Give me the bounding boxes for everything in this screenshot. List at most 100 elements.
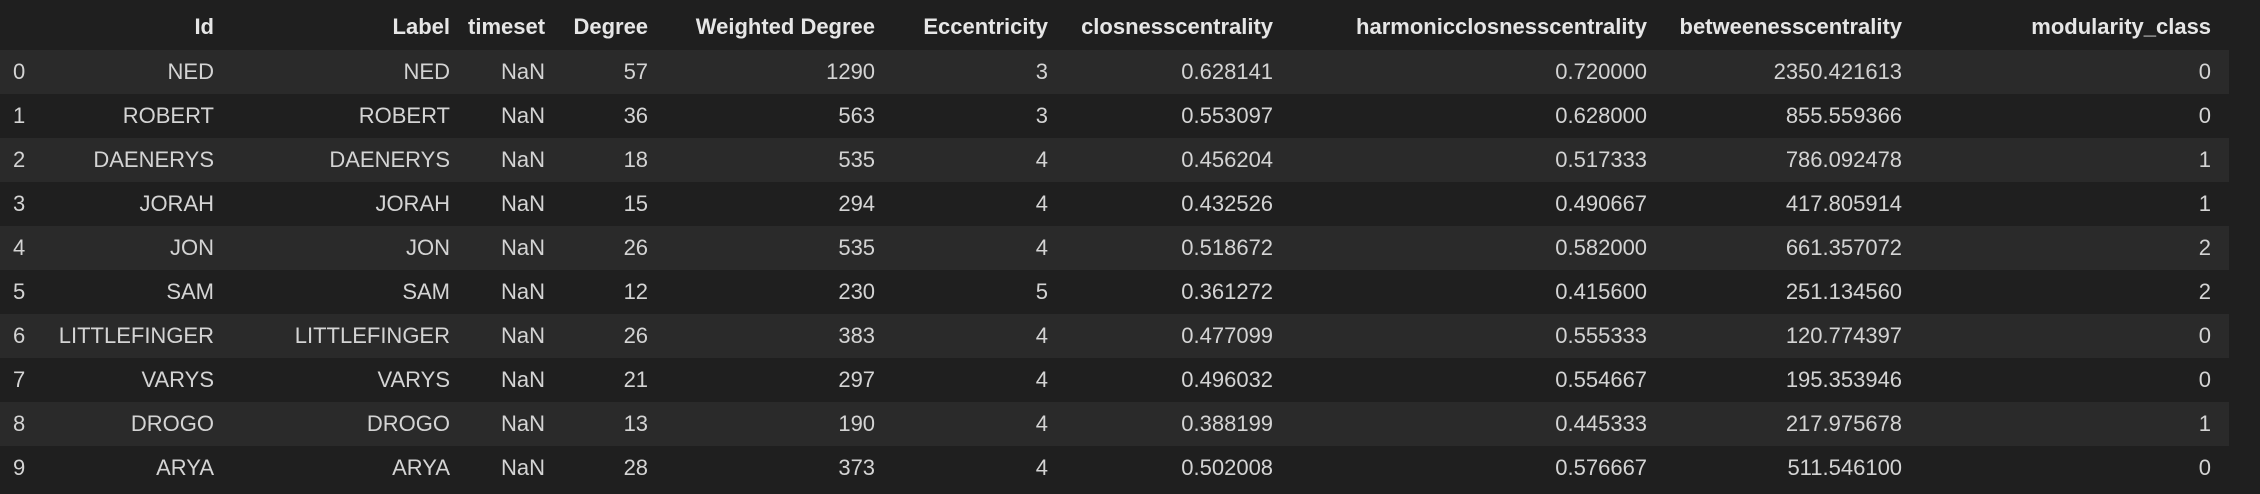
row-index: 4 bbox=[13, 235, 26, 260]
row-index: 7 bbox=[13, 367, 26, 392]
cell-betweenness: 855.559366 bbox=[1785, 103, 1903, 128]
dataframe-table: Id Label timeset Degree Weighted Degree … bbox=[0, 14, 2230, 490]
cell-eccentricity: 3 bbox=[1035, 103, 1049, 128]
table-row: 9 ARYA ARYA NaN 28 373 4 0.502008 0.576667 511.54… bbox=[0, 446, 2230, 490]
cell-id: DROGO bbox=[130, 411, 214, 436]
cell-eccentricity: 4 bbox=[1035, 455, 1049, 480]
cell-timeset: NaN bbox=[501, 367, 546, 392]
row-index: 9 bbox=[13, 455, 26, 480]
cell-modularity-class: 0 bbox=[2198, 323, 2212, 348]
table-row: 3 JORAH JORAH NaN 15 294 4 0.432526 0.490667 417.… bbox=[0, 182, 2230, 226]
cell-id: NED bbox=[167, 59, 214, 84]
column-header-modularity-class: modularity_class bbox=[2031, 14, 2212, 39]
cell-timeset: NaN bbox=[501, 455, 546, 480]
cell-betweenness: 661.357072 bbox=[1785, 235, 1903, 260]
column-header-closeness: closnesscentrality bbox=[1081, 14, 1274, 39]
cell-degree: 15 bbox=[623, 191, 649, 216]
cell-id: JORAH bbox=[139, 191, 214, 216]
row-index: 6 bbox=[13, 323, 26, 348]
cell-eccentricity: 4 bbox=[1035, 235, 1049, 260]
cell-degree: 21 bbox=[623, 367, 649, 392]
table-row: 6 LITTLEFINGER LITTLEFINGER NaN 26 383 4 0.4770… bbox=[0, 314, 2230, 358]
cell-harmonic-closeness: 0.720000 bbox=[1555, 59, 1648, 84]
column-header-degree: Degree bbox=[573, 14, 649, 39]
cell-degree: 36 bbox=[623, 103, 649, 128]
cell-modularity-class: 0 bbox=[2198, 103, 2212, 128]
row-index: 8 bbox=[13, 411, 26, 436]
cell-id: ROBERT bbox=[122, 103, 214, 128]
cell-timeset: NaN bbox=[501, 323, 546, 348]
cell-degree: 57 bbox=[623, 59, 649, 84]
cell-weighted-degree: 383 bbox=[838, 323, 876, 348]
cell-id: VARYS bbox=[141, 367, 214, 392]
cell-harmonic-closeness: 0.554667 bbox=[1555, 367, 1648, 392]
cell-label: DAENERYS bbox=[329, 147, 450, 172]
cell-betweenness: 195.353946 bbox=[1785, 367, 1903, 392]
cell-weighted-degree: 230 bbox=[838, 279, 876, 304]
cell-timeset: NaN bbox=[501, 103, 546, 128]
column-header-label: Label bbox=[392, 14, 450, 39]
column-header-harmonic-closeness: harmonicclosnesscentrality bbox=[1356, 14, 1648, 39]
cell-modularity-class: 1 bbox=[2198, 411, 2212, 436]
cell-closeness: 0.432526 bbox=[1181, 191, 1274, 216]
cell-modularity-class: 0 bbox=[2198, 59, 2212, 84]
row-index: 2 bbox=[13, 147, 26, 172]
cell-timeset: NaN bbox=[501, 59, 546, 84]
cell-eccentricity: 5 bbox=[1035, 279, 1049, 304]
cell-weighted-degree: 563 bbox=[838, 103, 876, 128]
cell-weighted-degree: 297 bbox=[838, 367, 876, 392]
cell-degree: 26 bbox=[623, 323, 649, 348]
row-index: 1 bbox=[13, 103, 26, 128]
cell-id: SAM bbox=[166, 279, 214, 304]
column-header-id: Id bbox=[194, 14, 214, 39]
table-body: 0 NED NED NaN 57 1290 3 0.628141 0.720000 2350.42… bbox=[0, 50, 2230, 490]
cell-harmonic-closeness: 0.555333 bbox=[1555, 323, 1648, 348]
cell-modularity-class: 1 bbox=[2198, 147, 2212, 172]
cell-degree: 18 bbox=[623, 147, 649, 172]
cell-weighted-degree: 294 bbox=[838, 191, 876, 216]
cell-label: ROBERT bbox=[358, 103, 450, 128]
cell-betweenness: 217.975678 bbox=[1785, 411, 1903, 436]
column-header-betweenness: betweenesscentrality bbox=[1679, 14, 1903, 39]
cell-degree: 13 bbox=[623, 411, 649, 436]
cell-closeness: 0.553097 bbox=[1181, 103, 1274, 128]
cell-eccentricity: 3 bbox=[1035, 59, 1049, 84]
column-header-eccentricity: Eccentricity bbox=[923, 14, 1049, 39]
cell-closeness: 0.477099 bbox=[1181, 323, 1274, 348]
row-index: 3 bbox=[13, 191, 26, 216]
cell-closeness: 0.496032 bbox=[1181, 367, 1274, 392]
cell-betweenness: 511.546100 bbox=[1787, 455, 1903, 480]
cell-label: ARYA bbox=[392, 455, 450, 480]
cell-betweenness: 417.805914 bbox=[1785, 191, 1903, 216]
cell-closeness: 0.518672 bbox=[1181, 235, 1274, 260]
cell-harmonic-closeness: 0.582000 bbox=[1555, 235, 1648, 260]
cell-modularity-class: 2 bbox=[2198, 279, 2212, 304]
table-row: 1 ROBERT ROBERT NaN 36 563 3 0.553097 0.628000 85… bbox=[0, 94, 2230, 138]
cell-label: SAM bbox=[402, 279, 450, 304]
row-index: 0 bbox=[13, 59, 26, 84]
cell-weighted-degree: 373 bbox=[838, 455, 876, 480]
column-header-weighted-degree: Weighted Degree bbox=[695, 14, 876, 39]
cell-timeset: NaN bbox=[501, 411, 546, 436]
cell-id: ARYA bbox=[156, 455, 214, 480]
cell-label: LITTLEFINGER bbox=[294, 323, 450, 348]
cell-timeset: NaN bbox=[501, 235, 546, 260]
cell-modularity-class: 0 bbox=[2198, 367, 2212, 392]
cell-id: DAENERYS bbox=[93, 147, 214, 172]
cell-betweenness: 2350.421613 bbox=[1773, 59, 1903, 84]
cell-eccentricity: 4 bbox=[1035, 323, 1049, 348]
cell-eccentricity: 4 bbox=[1035, 147, 1049, 172]
table-row: 8 DROGO DROGO NaN 13 190 4 0.388199 0.445333 217.… bbox=[0, 402, 2230, 446]
cell-modularity-class: 2 bbox=[2198, 235, 2212, 260]
cell-label: NED bbox=[403, 59, 450, 84]
table-row: 0 NED NED NaN 57 1290 3 0.628141 0.720000 2350.42… bbox=[0, 50, 2230, 94]
cell-closeness: 0.388199 bbox=[1181, 411, 1274, 436]
cell-label: DROGO bbox=[366, 411, 450, 436]
cell-closeness: 0.502008 bbox=[1181, 455, 1274, 480]
cell-weighted-degree: 1290 bbox=[826, 59, 876, 84]
cell-eccentricity: 4 bbox=[1035, 191, 1049, 216]
cell-weighted-degree: 535 bbox=[838, 147, 876, 172]
cell-betweenness: 251.134560 bbox=[1785, 279, 1903, 304]
cell-harmonic-closeness: 0.445333 bbox=[1555, 411, 1648, 436]
cell-harmonic-closeness: 0.628000 bbox=[1555, 103, 1648, 128]
